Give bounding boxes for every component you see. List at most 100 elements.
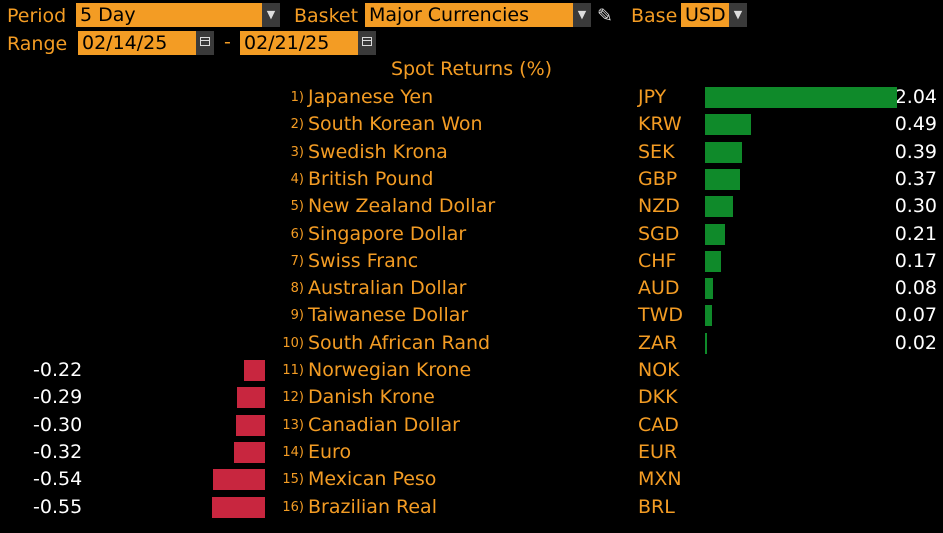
bar-value-label: -0.29 (33, 386, 83, 409)
table-row[interactable]: 0.39 3) Swedish Krona SEK (0, 139, 943, 166)
bar-value-label: -0.54 (33, 468, 83, 491)
row-rank: 6) (290, 226, 304, 242)
basket-select[interactable]: Major Currencies (365, 3, 573, 27)
bar-positive (705, 223, 725, 245)
currency-code: AUD (638, 277, 680, 300)
table-row[interactable]: -0.32 14) Euro EUR (0, 439, 943, 466)
bar-negative (243, 360, 265, 381)
table-row[interactable]: 0.02 10) South African Rand ZAR (0, 330, 943, 357)
bar-value-label: -0.55 (33, 495, 83, 518)
bar-negative (212, 496, 265, 518)
currency-code: TWD (638, 304, 684, 327)
currency-name[interactable]: Norwegian Krone (308, 359, 472, 381)
basket-dropdown-icon[interactable]: ▼ (573, 3, 591, 27)
currency-name[interactable]: Singapore Dollar (308, 222, 467, 245)
base-dropdown-icon[interactable]: ▼ (729, 3, 747, 27)
basket-label: Basket (294, 5, 359, 27)
currency-code: ZAR (638, 331, 678, 354)
row-rank: 14) (282, 444, 304, 460)
table-row[interactable]: 2.04 1) Japanese Yen JPY (0, 84, 943, 111)
table-row[interactable]: -0.54 15) Mexican Peso MXN (0, 466, 943, 493)
table-row[interactable]: 0.17 7) Swiss Franc CHF (0, 248, 943, 275)
period-label: Period (7, 5, 67, 27)
currency-name[interactable]: Japanese Yen (308, 86, 434, 108)
table-row[interactable]: 0.30 5) New Zealand Dollar NZD (0, 193, 943, 220)
row-rank: 2) (290, 117, 304, 133)
table-row[interactable]: 0.21 6) Singapore Dollar SGD (0, 221, 943, 248)
bar-value-label: 0.02 (894, 331, 937, 354)
table-row[interactable]: -0.30 13) Canadian Dollar CAD (0, 412, 943, 439)
currency-code: SGD (638, 222, 680, 245)
calendar-icon-start[interactable] (196, 31, 214, 55)
currency-code: GBP (638, 167, 678, 190)
row-rank: 11) (282, 363, 304, 378)
currency-name[interactable]: New Zealand Dollar (308, 195, 496, 218)
currency-code: SEK (638, 140, 675, 163)
row-rank: 8) (290, 281, 304, 297)
bar-positive (705, 87, 897, 108)
bar-positive (705, 168, 740, 190)
currency-name[interactable]: Brazilian Real (308, 495, 437, 518)
table-row[interactable]: 0.37 4) British Pound GBP (0, 166, 943, 193)
chart-title: Spot Returns (%) (390, 58, 553, 80)
row-rank: 5) (290, 199, 304, 215)
table-row[interactable]: -0.55 16) Brazilian Real BRL (0, 494, 943, 521)
row-rank: 10) (282, 335, 304, 351)
currency-code: JPY (638, 86, 667, 108)
period-select[interactable]: 5 Day (76, 3, 262, 27)
table-row[interactable]: -0.22 11) Norwegian Krone NOK (0, 357, 943, 384)
table-row[interactable]: 0.08 8) Australian Dollar AUD (0, 275, 943, 302)
bar-value-label: -0.30 (33, 413, 83, 436)
bar-positive (705, 250, 721, 272)
row-rank: 16) (282, 499, 304, 515)
bar-positive (705, 141, 742, 163)
table-row[interactable]: 0.49 2) South Korean Won KRW (0, 111, 943, 138)
range-start-input[interactable]: 02/14/25 (78, 31, 196, 55)
bar-negative (234, 441, 265, 463)
row-rank: 12) (282, 390, 304, 406)
bar-positive (705, 196, 734, 218)
currency-name[interactable]: Danish Krone (308, 386, 435, 409)
bar-value-label: 0.39 (894, 140, 937, 163)
row-rank: 3) (290, 144, 304, 160)
currency-code: NOK (638, 359, 680, 381)
pencil-icon[interactable]: ✎ (597, 5, 613, 27)
bar-value-label: 0.21 (894, 222, 937, 245)
bar-value-label: -0.22 (33, 359, 83, 381)
currency-name[interactable]: Euro (308, 440, 352, 463)
currency-code: BRL (638, 495, 675, 518)
currency-code: CHF (638, 249, 677, 272)
currency-code: CAD (638, 413, 679, 436)
currency-code: KRW (638, 113, 682, 136)
currency-code: DKK (638, 386, 678, 409)
currency-name[interactable]: Swedish Krona (308, 140, 448, 163)
currency-name[interactable]: South Korean Won (308, 113, 483, 136)
bar-negative (236, 414, 265, 436)
calendar-icon-end[interactable] (358, 31, 376, 55)
currency-name[interactable]: British Pound (308, 167, 434, 190)
base-select[interactable]: USD (681, 3, 729, 27)
bar-negative (237, 387, 265, 409)
range-label: Range (7, 33, 68, 55)
row-rank: 9) (290, 308, 304, 324)
currency-code: EUR (638, 440, 678, 463)
bar-negative (213, 469, 265, 491)
bar-positive (705, 332, 707, 354)
bar-value-label: 2.04 (894, 86, 937, 108)
currency-name[interactable]: Taiwanese Dollar (308, 304, 469, 327)
period-dropdown-icon[interactable]: ▼ (262, 3, 280, 27)
currency-name[interactable]: Australian Dollar (308, 277, 467, 300)
currency-name[interactable]: South African Rand (308, 331, 491, 354)
currency-name[interactable]: Mexican Peso (308, 468, 437, 491)
bar-value-label: 0.37 (894, 167, 937, 190)
bar-value-label: 0.17 (894, 249, 937, 272)
currency-name[interactable]: Canadian Dollar (308, 413, 460, 436)
currency-name[interactable]: Swiss Franc (308, 249, 419, 272)
table-row[interactable]: 0.07 9) Taiwanese Dollar TWD (0, 302, 943, 329)
bar-value-label: 0.08 (894, 277, 937, 300)
base-label: Base (631, 5, 678, 27)
table-row[interactable]: -0.29 12) Danish Krone DKK (0, 384, 943, 411)
bar-positive (705, 278, 713, 300)
range-end-input[interactable]: 02/21/25 (240, 31, 358, 55)
currency-code: MXN (638, 468, 682, 491)
